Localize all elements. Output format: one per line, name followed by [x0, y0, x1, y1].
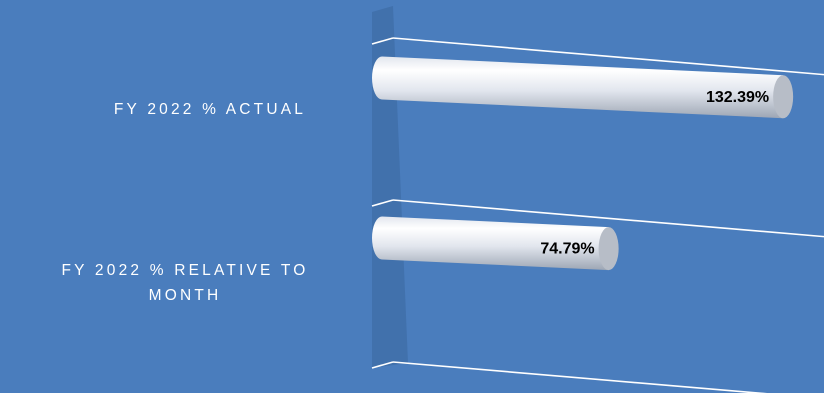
bar-cap-1 — [773, 75, 794, 119]
data-label: 74.79% — [540, 241, 594, 258]
gridline — [392, 361, 768, 393]
gridline-depth — [371, 37, 394, 45]
category-label-fy-2022-actual: FY 2022 % ACTUAL — [60, 97, 360, 122]
category-label-line: FY 2022 % ACTUAL — [113, 101, 307, 118]
gridline-depth — [371, 361, 394, 369]
category-label-line: MONTH — [148, 287, 222, 304]
bar-1 — [372, 56, 784, 119]
gridline — [392, 199, 824, 238]
bar-2 — [372, 216, 609, 271]
bar-cap-2 — [598, 227, 619, 271]
data-label: 132.39% — [706, 89, 769, 106]
category-label-line: FY 2022 % RELATIVE TO — [61, 262, 309, 279]
category-label-fy-2022-relative-to-month: FY 2022 % RELATIVE TO MONTH — [15, 258, 355, 308]
gridline-depth — [371, 199, 394, 207]
gridline — [392, 37, 824, 76]
